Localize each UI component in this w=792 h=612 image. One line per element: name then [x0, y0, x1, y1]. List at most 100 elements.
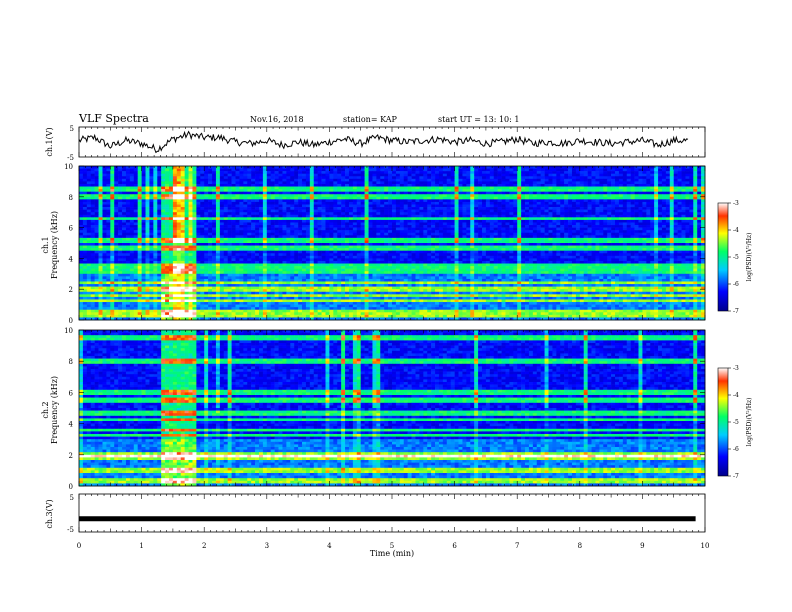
spectrogram-cell	[298, 237, 303, 241]
spectrogram-cell	[98, 225, 103, 228]
spectrogram-cell	[258, 186, 264, 190]
spectrogram-cell	[141, 199, 146, 203]
spectrogram-cell	[90, 222, 95, 226]
spectrogram-cell	[345, 232, 350, 236]
spectrogram-cell	[196, 196, 201, 200]
spectrogram-cell	[302, 183, 307, 187]
spectrogram-cell	[157, 237, 162, 241]
spectrogram-cell	[188, 186, 193, 190]
spectrogram-cell	[634, 178, 639, 182]
spectrogram-cell	[431, 176, 436, 180]
spectrogram-cell	[458, 235, 463, 239]
spectrogram-cell	[399, 176, 405, 180]
spectrogram-cell	[82, 191, 88, 195]
spectrogram-cell	[364, 225, 369, 228]
spectrogram-cell	[438, 225, 444, 228]
spectrogram-cell	[106, 191, 111, 195]
spectrogram-cell	[622, 183, 628, 187]
spectrogram-cell	[591, 232, 596, 236]
spectrogram-cell	[262, 183, 268, 187]
spectrogram-cell	[501, 232, 506, 236]
spectrogram-cell	[395, 237, 401, 241]
spectrogram-cell	[208, 199, 213, 203]
spectrogram-cell	[114, 232, 119, 236]
spectrogram-cell	[462, 194, 467, 198]
spectrogram-cell	[94, 173, 99, 177]
spectrogram-cell	[556, 230, 561, 234]
spectrogram-cell	[603, 217, 608, 221]
spectrogram-cell	[661, 178, 667, 182]
spectrogram-cell	[599, 207, 604, 210]
spectrogram-cell	[270, 168, 275, 172]
spectrogram-cell	[348, 181, 354, 185]
spectrogram-cell	[658, 183, 663, 187]
spectrogram-cell	[282, 219, 287, 223]
spectrogram-cell	[599, 225, 604, 228]
spectrogram-cell	[102, 191, 107, 195]
spectrogram-cell	[517, 191, 522, 195]
spectrogram-cell	[630, 181, 635, 185]
spectrogram-cell	[454, 219, 459, 223]
spectrogram-cell	[98, 212, 103, 216]
spectrogram-cell	[176, 232, 182, 236]
spectrogram-cell	[505, 191, 510, 195]
spectrogram-cell	[188, 204, 193, 208]
spectrogram-cell	[493, 186, 498, 190]
spectrogram-cell	[536, 166, 541, 169]
spectrogram-cell	[646, 225, 651, 228]
spectrogram-cell	[493, 212, 498, 216]
spectrogram-cell	[525, 214, 530, 218]
spectrogram-cell	[262, 181, 268, 185]
spectrogram-cell	[133, 201, 138, 205]
spectrogram-cell	[634, 227, 639, 231]
spectrogram-cell	[313, 189, 318, 192]
spectrogram-cell	[685, 227, 690, 231]
spectrogram-cell	[685, 181, 690, 185]
spectrogram-cell	[634, 214, 639, 218]
spectrogram-cell	[525, 178, 530, 182]
spectrogram-cell	[536, 201, 541, 205]
spectrogram-cell	[681, 183, 686, 187]
spectrogram-cell	[364, 194, 369, 198]
spectrogram-cell	[646, 181, 651, 185]
spectrogram-cell	[528, 189, 534, 192]
spectrogram-cell	[435, 232, 440, 236]
spectrogram-cell	[415, 240, 420, 244]
spectrogram-cell	[513, 183, 518, 187]
spectrogram-cell	[313, 199, 318, 203]
spectrogram-cell	[419, 212, 424, 216]
spectrogram-cell	[258, 235, 264, 239]
spectrogram-cell	[548, 214, 553, 218]
spectrogram-cell	[165, 219, 170, 223]
spectrogram-cell	[665, 212, 671, 216]
spectrogram-cell	[86, 178, 92, 182]
spectrogram-cell	[168, 199, 174, 203]
spectrogram-cell	[599, 204, 604, 208]
spectrogram-cell	[266, 199, 272, 203]
spectrogram-cell	[626, 191, 631, 195]
spectrogram-cell	[114, 204, 119, 208]
spectrogram-cell	[251, 240, 256, 244]
spectrogram-cell	[485, 178, 491, 182]
spectrogram-cell	[450, 235, 455, 239]
spectrogram-cell	[685, 183, 690, 187]
spectrogram-cell	[94, 181, 99, 185]
spectrogram-cell	[145, 212, 150, 216]
spectrogram-cell	[665, 176, 671, 180]
spectrogram-cell	[446, 199, 451, 203]
spectrogram-cell	[540, 219, 545, 223]
spectrogram-cell	[579, 235, 585, 239]
spectrogram-cell	[243, 232, 248, 236]
spectrogram-cell	[192, 176, 197, 180]
spectrogram-cell	[200, 176, 205, 180]
spectrogram-cell	[403, 225, 408, 228]
spectrogram-cell	[384, 212, 389, 216]
spectrogram-cell	[384, 214, 389, 218]
spectrogram-cell	[282, 181, 287, 185]
spectrogram-cell	[137, 196, 142, 200]
spectrogram-cell	[517, 204, 522, 208]
spectrogram-cell	[454, 181, 459, 185]
spectrogram-cell	[278, 230, 283, 234]
spectrogram-cell	[204, 232, 209, 236]
spectrogram-cell	[673, 235, 678, 239]
